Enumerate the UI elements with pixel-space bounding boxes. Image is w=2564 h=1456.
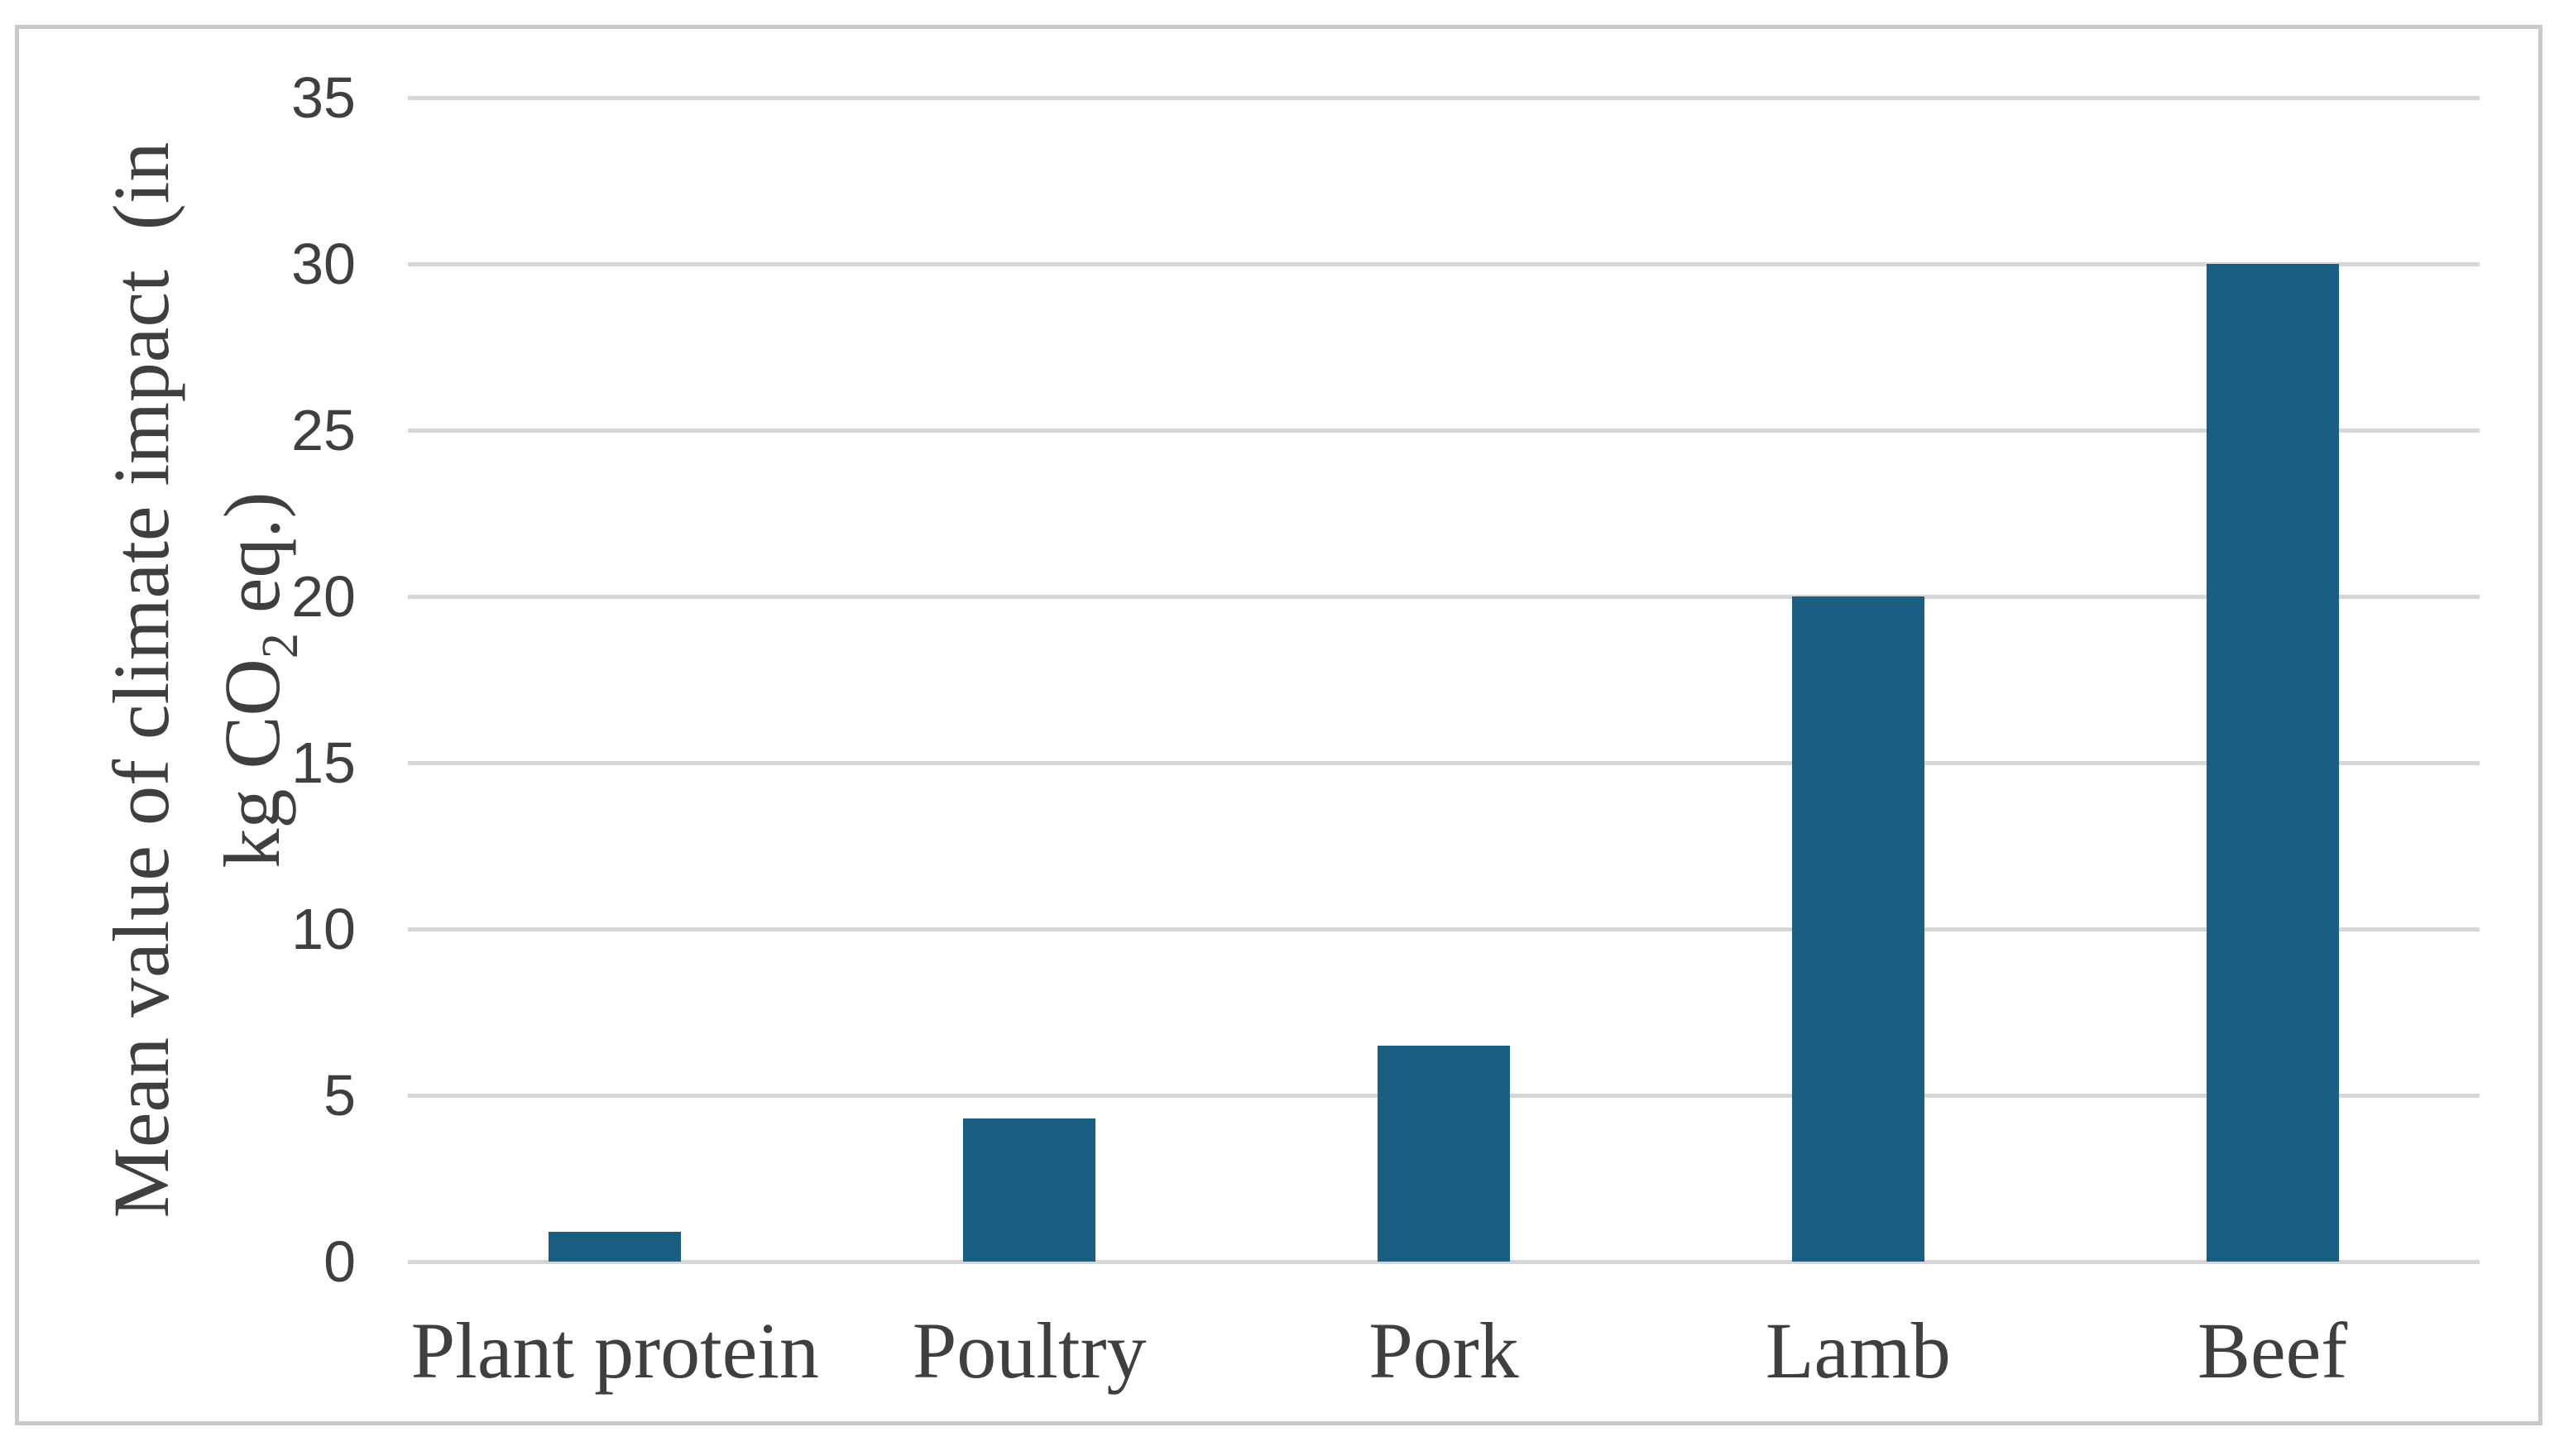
y-tick-label-15: 15 bbox=[291, 730, 356, 795]
bar-poultry bbox=[963, 1118, 1096, 1262]
gridline-y-0 bbox=[408, 1259, 2480, 1264]
co2-subscript: 2 bbox=[252, 633, 309, 659]
x-category-label-lamb: Lamb bbox=[1765, 1306, 1951, 1395]
y-tick-label-30: 30 bbox=[291, 232, 356, 296]
x-category-label-pork: Pork bbox=[1368, 1306, 1519, 1395]
gridline-y-30 bbox=[408, 261, 2480, 266]
x-category-label-beef: Beef bbox=[2197, 1306, 2348, 1395]
bar-pork bbox=[1378, 1045, 1510, 1262]
y-tick-label-35: 35 bbox=[291, 65, 356, 130]
bar-lamb bbox=[1791, 596, 1924, 1262]
y-axis-title-line2: kg CO2 eq.) bbox=[197, 492, 336, 869]
y-tick-label-0: 0 bbox=[323, 1229, 356, 1294]
gridline-y-10 bbox=[408, 927, 2480, 932]
y-tick-label-5: 5 bbox=[323, 1063, 356, 1128]
chart-frame bbox=[15, 25, 2542, 1425]
gridline-y-35 bbox=[408, 95, 2480, 100]
y-tick-label-10: 10 bbox=[291, 897, 356, 961]
y-tick-label-20: 20 bbox=[291, 564, 356, 629]
y-axis-title-line1: Mean value of climate impact (in bbox=[97, 141, 185, 1219]
bar-plant-protein bbox=[549, 1231, 682, 1262]
gridline-y-20 bbox=[408, 594, 2480, 599]
x-category-label-poultry: Poultry bbox=[912, 1306, 1147, 1395]
gridline-y-25 bbox=[408, 428, 2480, 433]
bar-beef bbox=[2206, 264, 2339, 1262]
x-category-label-plant-protein: Plant protein bbox=[410, 1306, 820, 1395]
gridline-y-15 bbox=[408, 760, 2480, 765]
y-tick-label-25: 25 bbox=[291, 398, 356, 462]
